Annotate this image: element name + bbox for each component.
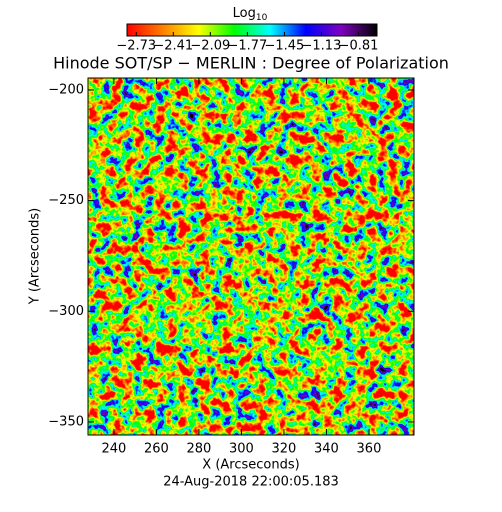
colorbar-tick-label: −1.13: [302, 39, 342, 54]
y-tick-label: −250: [48, 193, 84, 208]
x-tick-label: 360: [357, 442, 382, 457]
x-axis-label: X (Arcseconds): [202, 458, 299, 473]
x-tick-label: 340: [314, 442, 339, 457]
heatmap-image: [88, 78, 414, 435]
colorbar-label: Log10: [233, 6, 268, 23]
subtitle: 24-Aug-2018 22:00:05.183: [163, 475, 339, 490]
x-tick-label: 280: [187, 442, 212, 457]
colorbar-tick-label: −1.45: [264, 39, 304, 54]
colorbar-tick-label: −2.41: [153, 39, 193, 54]
colorbar-tick-label: −0.81: [339, 39, 379, 54]
x-tick-label: 260: [144, 442, 169, 457]
colorbar: [126, 23, 378, 37]
colorbar-tick-label: −2.09: [190, 39, 230, 54]
y-axis-label: Y (Arcseconds): [28, 208, 43, 305]
chart-title: Hinode SOT/SP − MERLIN : Degree of Polar…: [53, 54, 449, 73]
x-tick-label: 240: [102, 442, 127, 457]
x-tick-label: 300: [229, 442, 254, 457]
colorbar-tick-label: −1.77: [227, 39, 267, 54]
plot-frame: [87, 77, 415, 436]
y-tick-label: −300: [48, 304, 84, 319]
colorbar-tick-label: −2.73: [116, 39, 156, 54]
x-tick-label: 320: [272, 442, 297, 457]
y-tick-label: −350: [48, 414, 84, 429]
y-tick-label: −200: [48, 82, 84, 97]
